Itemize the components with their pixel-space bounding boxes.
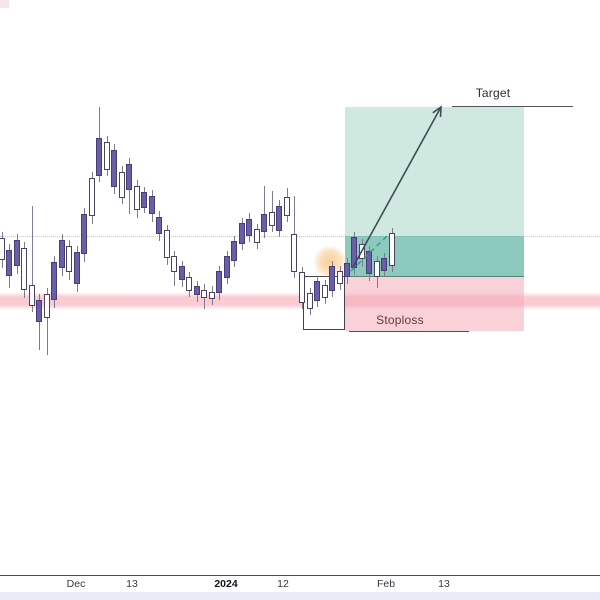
candle-wick — [31, 206, 33, 312]
candle-down — [337, 271, 343, 284]
candle-down — [164, 230, 170, 258]
candle-up — [194, 286, 200, 295]
candle-down — [119, 172, 125, 198]
candle-up — [261, 214, 267, 232]
candle-up — [224, 256, 230, 278]
candle-up — [74, 252, 80, 284]
target-price-line[interactable] — [452, 106, 573, 107]
candle-up — [111, 150, 117, 187]
candle-down — [307, 293, 313, 309]
candle-up — [141, 192, 147, 208]
candle-up — [51, 262, 57, 300]
candle-wick — [271, 191, 273, 232]
candle-down — [284, 197, 290, 216]
candle-down — [359, 244, 365, 259]
x-axis-label: 13 — [126, 578, 138, 590]
stoploss-price-line[interactable] — [349, 331, 469, 332]
candle-up — [351, 237, 357, 268]
candle-down — [254, 229, 260, 243]
candle-up — [329, 266, 335, 291]
candle-up — [314, 281, 320, 301]
target-label[interactable]: Target — [475, 86, 511, 100]
price-gridline — [0, 236, 600, 237]
candle-up — [231, 241, 237, 261]
x-axis-label: 2024 — [214, 578, 238, 590]
candle-down — [0, 238, 5, 260]
candle-down — [209, 292, 215, 299]
candle-wick — [46, 288, 48, 355]
candle-up — [239, 223, 245, 244]
candle-up — [96, 138, 102, 176]
candle-up — [14, 240, 20, 266]
x-axis-line — [0, 575, 600, 576]
candle-up — [216, 271, 222, 293]
stoploss-zone[interactable] — [345, 277, 524, 331]
candle-down — [322, 285, 328, 298]
candle-up — [366, 251, 372, 274]
candle-down — [269, 212, 275, 226]
candle-up — [36, 300, 42, 322]
candle-up — [149, 196, 155, 214]
candle-wick — [263, 186, 265, 238]
stoploss-label[interactable]: Stoploss — [376, 313, 424, 327]
candle-down — [374, 261, 380, 277]
candle-down — [104, 142, 110, 170]
candle-up — [246, 219, 252, 236]
candle-down — [299, 272, 305, 303]
x-axis-label: 13 — [438, 578, 450, 590]
candle-up — [6, 250, 12, 276]
candle-down — [29, 285, 35, 306]
candle-down — [291, 234, 297, 272]
candle-down — [66, 246, 72, 272]
candle-down — [134, 186, 140, 210]
candle-up — [126, 164, 132, 190]
candle-down — [171, 256, 177, 272]
candle-up — [344, 263, 350, 277]
candle-up — [276, 206, 282, 231]
corner-artifact — [0, 0, 9, 8]
candle-wick — [38, 294, 40, 350]
candle-up — [81, 214, 87, 254]
x-axis-label: Dec — [66, 578, 86, 590]
candle-up — [59, 240, 65, 268]
candle-up — [156, 217, 162, 234]
candle-up — [179, 266, 185, 280]
candle-down — [389, 233, 395, 266]
candle-down — [186, 277, 192, 291]
x-axis-label: Feb — [376, 578, 396, 590]
candle-down — [201, 290, 207, 298]
candle-down — [21, 248, 27, 290]
candle-down — [89, 178, 95, 216]
bottom-strip — [0, 592, 600, 600]
candle-down — [44, 294, 50, 318]
x-axis-label: 12 — [277, 578, 289, 590]
candle-up — [381, 258, 387, 271]
